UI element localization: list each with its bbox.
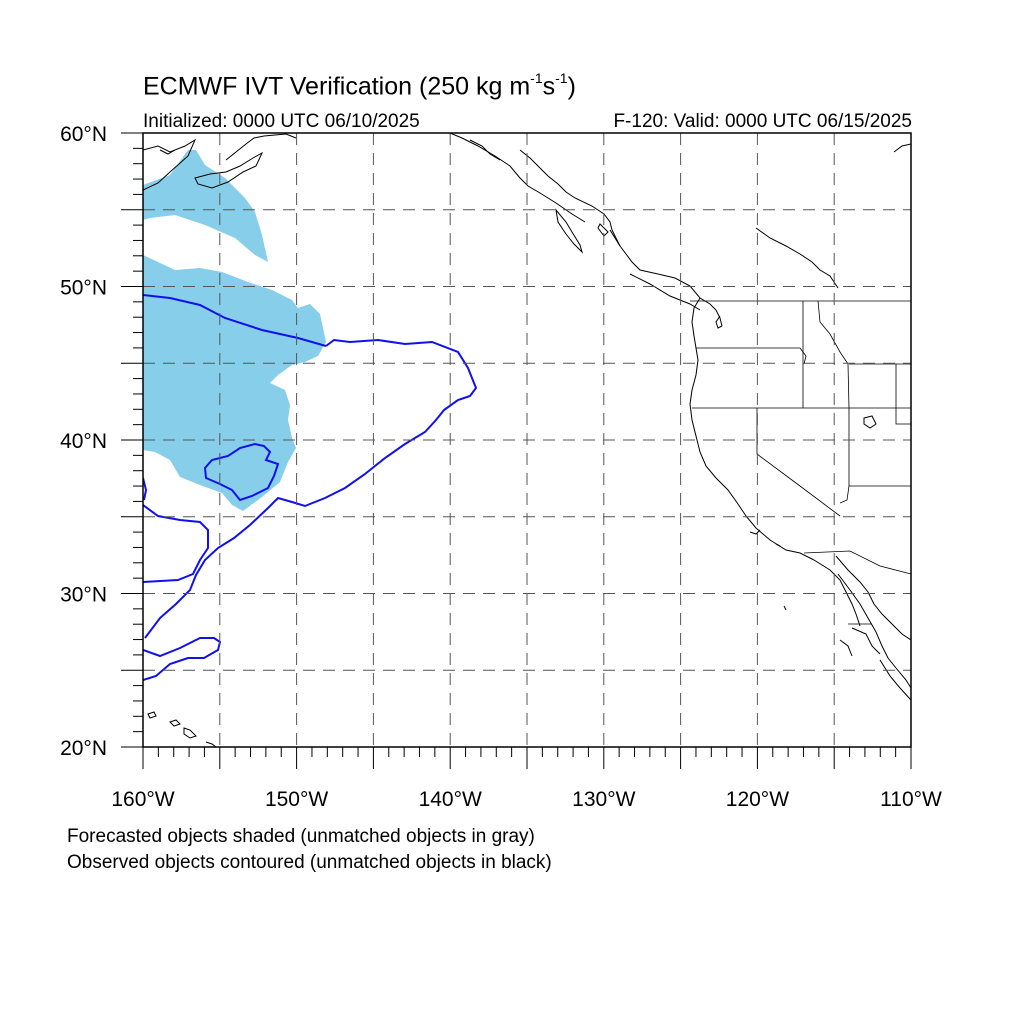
- valid-time: F-120: Valid: 0000 UTC 06/15/2025: [613, 111, 912, 132]
- forecast-object-main: [143, 255, 326, 511]
- axis-ticks: [121, 132, 912, 769]
- observed-contour-main: [144, 338, 478, 639]
- forecast-object-north: [143, 150, 268, 262]
- graticule: [143, 133, 911, 747]
- lat-tick-label: 50°N: [60, 277, 107, 300]
- lon-tick-label: 160°W: [111, 788, 174, 811]
- lat-tick-label: 40°N: [60, 430, 107, 453]
- longitude-labels: 160°W 150°W 140°W 130°W 120°W 110°W: [111, 788, 942, 811]
- lon-tick-label: 140°W: [419, 788, 482, 811]
- observed-contour-edge: [143, 477, 148, 501]
- lon-tick-label: 130°W: [572, 788, 635, 811]
- caption-forecast: Forecasted objects shaded (unmatched obj…: [67, 826, 535, 847]
- forecast-objects: [143, 150, 326, 511]
- observed-contour-southwest: [143, 637, 222, 681]
- lon-tick-label: 110°W: [880, 788, 942, 811]
- observed-objects: [143, 294, 478, 681]
- initialized-time: Initialized: 0000 UTC 06/10/2025: [143, 111, 420, 132]
- lon-tick-label: 120°W: [726, 788, 789, 811]
- observed-contour-west: [143, 504, 209, 583]
- lon-tick-label: 150°W: [265, 788, 328, 811]
- lat-tick-label: 60°N: [60, 123, 107, 146]
- political-borders: [690, 300, 911, 625]
- lat-tick-label: 30°N: [60, 584, 107, 607]
- chart-title: ECMWF IVT Verification (250 kg m-1s-1): [143, 70, 576, 101]
- observed-contour-northern-edge: [143, 294, 327, 347]
- observed-contour-inner: [203, 442, 280, 502]
- caption-observed: Observed objects contoured (unmatched ob…: [67, 852, 552, 873]
- latitude-labels: 20°N 30°N 40°N 50°N 60°N: [60, 123, 107, 760]
- lat-tick-label: 20°N: [60, 737, 107, 760]
